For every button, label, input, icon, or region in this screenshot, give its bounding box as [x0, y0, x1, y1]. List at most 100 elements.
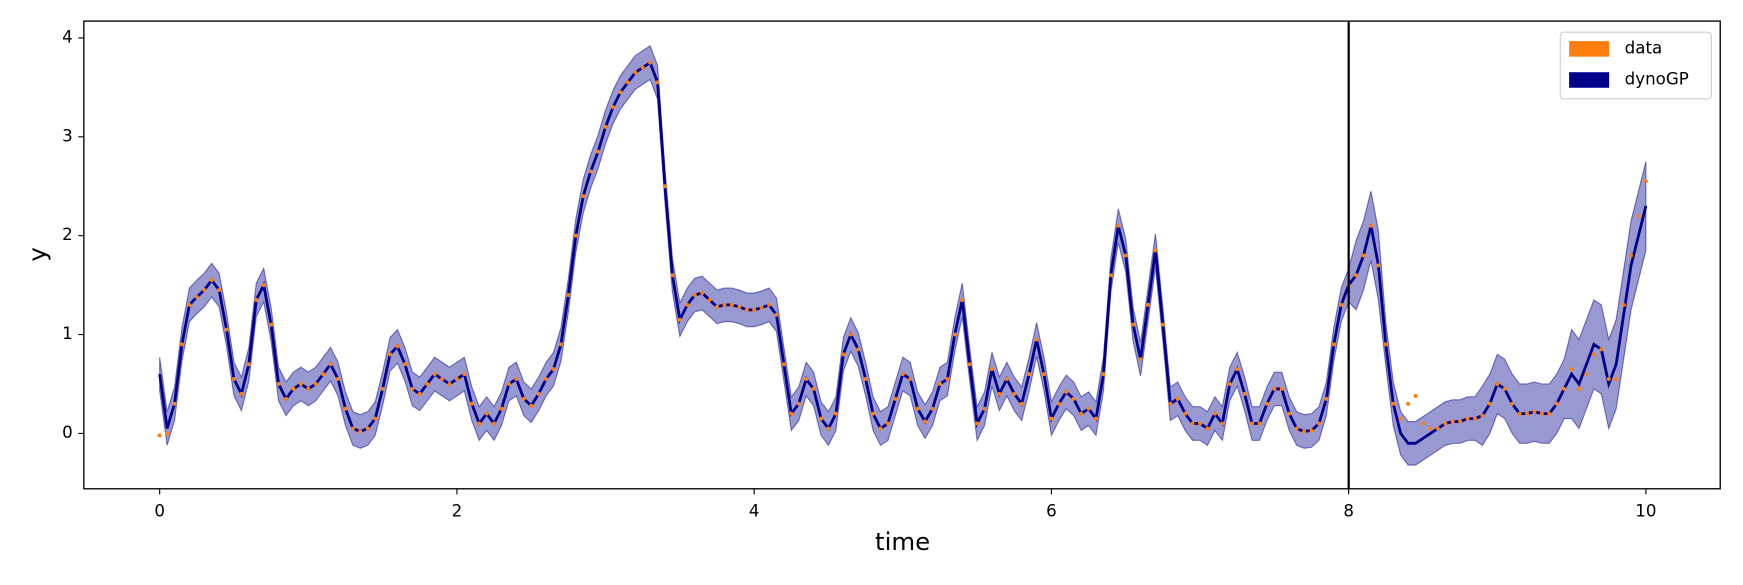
data-point [1227, 381, 1232, 386]
data-point [291, 386, 296, 391]
data-point [202, 288, 207, 293]
data-point [596, 149, 601, 154]
data-point [729, 302, 734, 307]
data-point [625, 80, 630, 85]
data-point [1383, 342, 1388, 347]
data-point [759, 305, 764, 310]
data-point [1324, 396, 1329, 401]
legend-label: data [1625, 38, 1663, 57]
data-point [1510, 401, 1515, 406]
data-point [410, 386, 415, 391]
confidence-band [159, 44, 1647, 466]
x-tick-label: 4 [749, 502, 760, 521]
data-point [477, 421, 482, 426]
data-point [700, 291, 705, 296]
data-point [1517, 411, 1522, 416]
data-point [261, 283, 266, 288]
data-point [492, 421, 497, 426]
data-point [521, 396, 526, 401]
data-point [499, 406, 504, 411]
data-point [930, 406, 935, 411]
data-point [432, 372, 437, 377]
data-point [358, 429, 363, 434]
legend-swatch [1569, 41, 1610, 57]
data-point [1116, 223, 1121, 228]
data-point [1636, 213, 1641, 218]
data-point [1094, 416, 1099, 421]
data-point [1435, 426, 1440, 431]
data-point [269, 322, 274, 327]
data-point [1131, 322, 1136, 327]
data-point [819, 416, 824, 421]
y-tick-label: 0 [62, 423, 73, 442]
data-point [1123, 253, 1128, 258]
data-point [885, 421, 890, 426]
data-point [1391, 401, 1396, 406]
data-point [321, 372, 326, 377]
y-tick-label: 1 [62, 324, 73, 343]
data-point [715, 304, 720, 309]
data-point [893, 396, 898, 401]
data-point [945, 377, 950, 382]
legend-label: dynoGP [1625, 69, 1689, 88]
data-point [239, 391, 244, 396]
x-tick-label: 2 [452, 502, 463, 521]
data-point [469, 401, 474, 406]
data-point [187, 302, 192, 307]
data-point [484, 411, 489, 416]
data-point [1331, 342, 1336, 347]
data-point [737, 304, 742, 309]
data-point [1398, 416, 1403, 421]
data-point [209, 278, 214, 283]
data-point [878, 426, 883, 431]
data-point [1621, 302, 1626, 307]
data-point [923, 419, 928, 424]
data-point [1554, 401, 1559, 406]
y-tick-label: 3 [62, 126, 73, 145]
data-point [781, 362, 786, 367]
data-point [1584, 372, 1589, 377]
data-point [848, 332, 853, 337]
data-point [841, 352, 846, 357]
data-point [603, 124, 608, 129]
data-point [1443, 421, 1448, 426]
data-point [744, 307, 749, 312]
data-point [1235, 367, 1240, 372]
data-point [157, 433, 162, 438]
data-point [365, 426, 370, 431]
data-point [796, 401, 801, 406]
data-point [506, 381, 511, 386]
data-point [1079, 411, 1084, 416]
plot-frame [83, 20, 1721, 490]
data-point [655, 80, 660, 85]
data-point [440, 377, 445, 382]
x-tick-label: 0 [154, 502, 165, 521]
data-point [1406, 401, 1411, 406]
x-tick-label: 8 [1343, 502, 1354, 521]
data-point [1004, 377, 1009, 382]
data-point [685, 302, 690, 307]
data-point [1354, 273, 1359, 278]
data-point [298, 381, 303, 386]
data-point [648, 60, 653, 65]
data-point [908, 377, 913, 382]
data-point [447, 381, 452, 386]
data-point [1577, 386, 1582, 391]
data-point [804, 377, 809, 382]
data-point [967, 362, 972, 367]
data-point [1606, 377, 1611, 382]
data-point [1101, 372, 1106, 377]
data-point [1019, 401, 1024, 406]
data-point [1012, 391, 1017, 396]
data-point [1599, 347, 1604, 352]
data-point [1458, 419, 1463, 424]
data-point [217, 288, 222, 293]
data-point [380, 386, 385, 391]
data-point [1086, 406, 1091, 411]
data-point [1146, 302, 1151, 307]
data-point [1502, 386, 1507, 391]
data-point [677, 317, 682, 322]
data-point [1183, 411, 1188, 416]
